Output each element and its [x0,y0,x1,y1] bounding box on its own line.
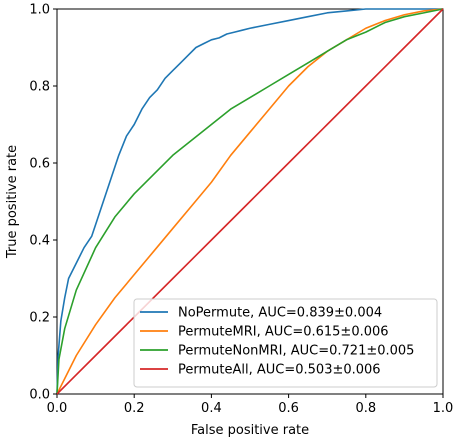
y-tick-label: 0.2 [29,311,50,326]
y-tick-label: 0.6 [29,157,50,172]
y-tick-label: 0.4 [29,234,50,249]
series-layer [56,8,444,395]
x-axis-ticks: 0.0 0.2 0.4 0.6 0.8 1.0 [47,394,454,416]
legend-label-1: PermuteMRI, AUC=0.615±0.006 [178,325,389,340]
y-axis-label: True positive rate [5,145,20,259]
y-tick-label: 1.0 [29,3,50,18]
legend-box [133,298,438,388]
x-tick-label: 1.0 [433,401,454,416]
series-line-2 [56,8,444,395]
x-tick-label: 0.2 [124,401,145,416]
x-tick-label: 0.8 [355,401,376,416]
legend-label-0: NoPermute, AUC=0.839±0.004 [178,306,382,321]
legend-label-3: PermuteAll, AUC=0.503±0.006 [178,363,381,378]
plot-area [56,8,444,395]
series-line-3 [56,8,444,395]
x-tick-label: 0.6 [278,401,299,416]
y-tick-label: 0.0 [29,388,50,403]
x-tick-label: 0.0 [47,401,68,416]
y-tick-label: 0.8 [29,80,50,95]
legend-label-2: PermuteNonMRI, AUC=0.721±0.005 [178,344,414,359]
x-tick-label: 0.4 [201,401,222,416]
y-axis-ticks: 0.0 0.2 0.4 0.6 0.8 1.0 [29,3,57,403]
legend: NoPermute, AUC=0.839±0.004 PermuteMRI, AU… [133,298,438,388]
series-line-1 [56,8,444,395]
plot-frame [56,8,444,395]
x-axis-label: False positive rate [191,423,309,438]
series-line-0 [56,8,443,395]
